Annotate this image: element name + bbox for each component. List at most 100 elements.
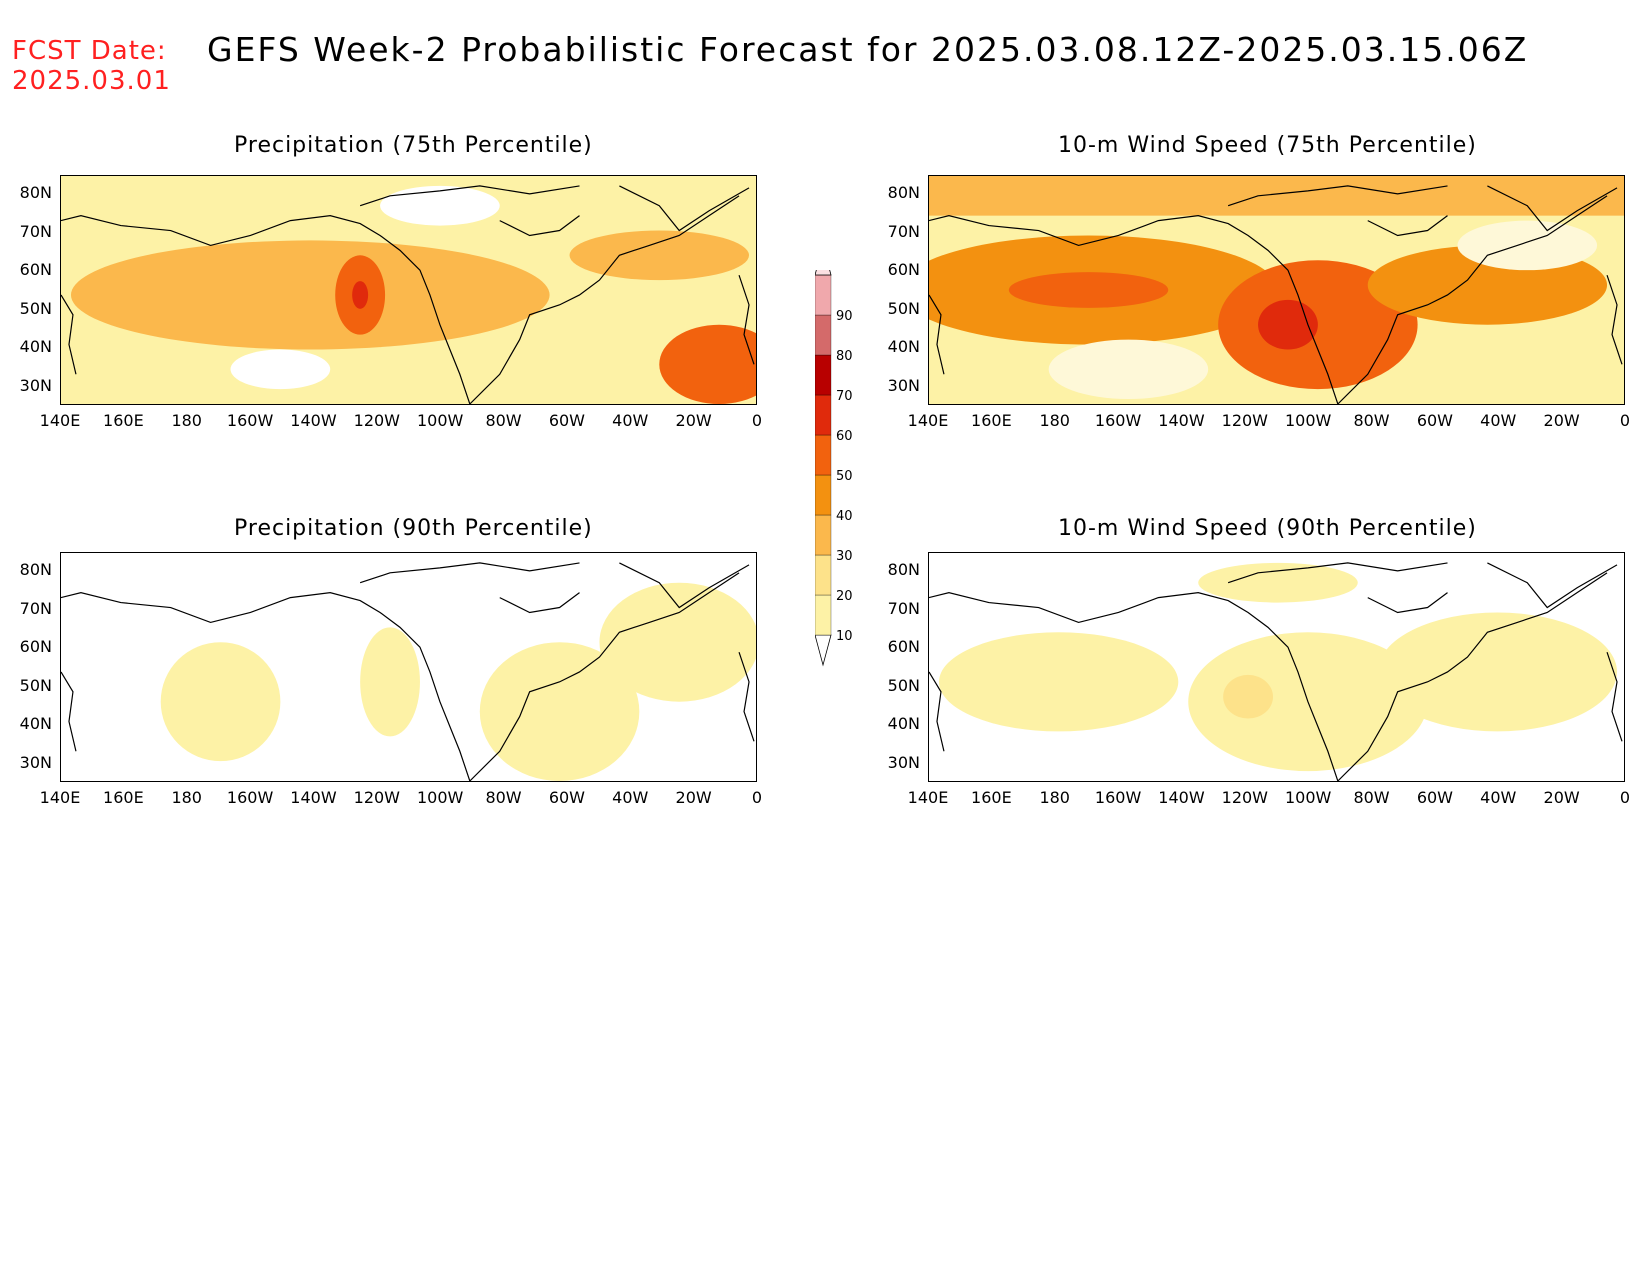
lon-tick-label: 160E	[971, 411, 1012, 430]
colorbar-level-label: 80	[836, 349, 853, 364]
lon-tick-label: 120W	[353, 788, 400, 807]
lon-tick-label: 80W	[1353, 411, 1390, 430]
lon-tick-label: 160W	[1094, 411, 1142, 430]
fcst-date-label: FCST Date:	[12, 36, 167, 66]
lon-tick-label: 80W	[1353, 788, 1390, 807]
lon-tick-label: 100W	[416, 788, 464, 807]
colorbar-segment	[814, 554, 832, 596]
lon-tick-label: 100W	[416, 411, 464, 430]
probability-field	[61, 185, 756, 404]
colorbar-svg: 10 20 30 40 50 60 70 80 90	[814, 243, 853, 667]
page-title: GEFS Week-2 Probabilistic Forecast for 2…	[207, 30, 1529, 69]
fcst-date-block: FCST Date: 2025.03.01	[12, 36, 171, 96]
map-wind-90	[928, 552, 1625, 782]
colorbar-segment	[814, 434, 832, 476]
lon-tick-label: 160W	[226, 788, 274, 807]
lat-tick-label: 60N	[887, 260, 920, 279]
colorbar-level-label: 20	[836, 589, 853, 604]
lon-tick-label: 180	[1039, 411, 1070, 430]
lon-tick-label: 40W	[1480, 788, 1517, 807]
lon-tick-label: 60W	[548, 788, 585, 807]
lon-axis-precip-75: 140E 160E 180 160W 140W 120W 100W 80W 60W 40W 20W 0	[40, 411, 762, 431]
lon-tick-label: 120W	[1221, 788, 1268, 807]
lat-tick-label: 30N	[19, 375, 52, 395]
lon-tick-label: 20W	[1543, 788, 1580, 807]
lat-tick-label: 40N	[19, 714, 52, 733]
map-precip-75	[60, 175, 757, 405]
map-precip-90	[60, 552, 757, 782]
lon-tick-label: 140W	[290, 411, 337, 430]
lat-tick-label: 80N	[887, 183, 920, 202]
lon-tick-label: 140W	[290, 788, 337, 807]
lon-axis-wind-75: 140E 160E 180 160W 140W 120W 100W 80W 60W 40W 20W 0	[908, 411, 1630, 431]
lon-tick-label: 60W	[1416, 788, 1453, 807]
lat-tick-label: 30N	[19, 752, 52, 772]
lat-tick-label: 40N	[887, 337, 920, 356]
lat-tick-label: 50N	[887, 675, 920, 695]
lon-tick-label: 160E	[971, 788, 1012, 807]
probability-field	[929, 176, 1624, 404]
lon-tick-label: 140W	[1158, 411, 1205, 430]
colorbar-segment	[814, 474, 832, 516]
lon-tick-label: 0	[751, 788, 763, 807]
colorbar-level-label: 50	[836, 469, 853, 484]
colorbar-segment	[814, 274, 832, 316]
lon-tick-label: 160W	[1094, 788, 1142, 807]
lon-tick-label: 100W	[1284, 411, 1332, 430]
panel-title-precip-90: Precipitation (90th Percentile)	[234, 516, 593, 541]
lon-tick-label: 180	[171, 411, 202, 430]
lon-tick-label: 40W	[612, 788, 649, 807]
lon-tick-label: 160W	[226, 411, 274, 430]
lat-tick-label: 70N	[19, 221, 52, 241]
lat-tick-label: 50N	[19, 675, 52, 695]
lon-tick-label: 0	[1619, 788, 1631, 807]
lon-tick-label: 120W	[353, 411, 400, 430]
colorbar-segment	[814, 514, 832, 556]
colorbar-segment	[814, 314, 832, 356]
lat-tick-label: 70N	[887, 221, 920, 241]
panel-title-wind-90: 10-m Wind Speed (90th Percentile)	[1058, 516, 1477, 541]
lat-tick-label: 60N	[19, 637, 52, 656]
colorbar-level-label: 70	[836, 389, 853, 404]
lat-axis-precip-90: 80N 70N 60N 50N 40N 30N	[0, 552, 52, 782]
lon-tick-label: 0	[751, 411, 763, 430]
lat-axis-precip-75: 80N 70N 60N 50N 40N 30N	[0, 175, 52, 405]
lon-tick-label: 140W	[1158, 788, 1205, 807]
lat-tick-label: 30N	[887, 752, 920, 772]
probability-field	[929, 562, 1623, 781]
lat-tick-label: 80N	[19, 560, 52, 579]
lon-tick-label: 80W	[485, 788, 522, 807]
colorbar-segment	[814, 394, 832, 436]
colorbar-level-label: 10	[836, 629, 853, 644]
lon-tick-label: 20W	[675, 411, 712, 430]
lon-tick-label: 0	[1619, 411, 1631, 430]
lat-tick-label: 50N	[887, 298, 920, 318]
lon-tick-label: 80W	[485, 411, 522, 430]
probability-field	[61, 562, 756, 781]
lat-tick-label: 60N	[19, 260, 52, 279]
lat-tick-label: 80N	[887, 560, 920, 579]
lon-tick-label: 40W	[612, 411, 649, 430]
lon-tick-label: 140E	[39, 411, 81, 430]
lon-tick-label: 140E	[39, 788, 81, 807]
fcst-date-value: 2025.03.01	[12, 66, 171, 96]
lat-tick-label: 30N	[887, 375, 920, 395]
colorbar-level-label: 40	[836, 509, 853, 524]
colorbar-segment	[814, 594, 832, 636]
lon-tick-label: 160E	[103, 788, 144, 807]
lon-tick-label: 100W	[1284, 788, 1332, 807]
colorbar-level-label: 30	[836, 549, 853, 564]
lat-tick-label: 70N	[887, 598, 920, 618]
colorbar-legend: 10 20 30 40 50 60 70 80 90	[814, 243, 875, 690]
lon-tick-label: 60W	[548, 411, 585, 430]
lon-tick-label: 140E	[907, 411, 949, 430]
lat-tick-label: 50N	[19, 298, 52, 318]
lat-axis-wind-90: 80N 70N 60N 50N 40N 30N	[868, 552, 920, 782]
lon-tick-label: 20W	[675, 788, 712, 807]
colorbar-level-label: 60	[836, 429, 853, 444]
lat-tick-label: 40N	[887, 714, 920, 733]
map-wind-75	[928, 175, 1625, 405]
lon-tick-label: 40W	[1480, 411, 1517, 430]
lon-tick-label: 160E	[103, 411, 144, 430]
lon-tick-label: 180	[1039, 788, 1070, 807]
